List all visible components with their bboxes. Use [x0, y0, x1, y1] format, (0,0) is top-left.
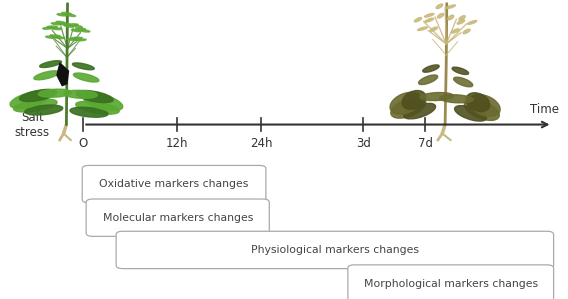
Ellipse shape	[45, 36, 56, 38]
Ellipse shape	[414, 18, 423, 22]
Ellipse shape	[60, 23, 70, 25]
Ellipse shape	[71, 29, 81, 32]
Ellipse shape	[426, 18, 432, 22]
Text: Salt
stress: Salt stress	[15, 111, 50, 138]
Ellipse shape	[38, 89, 72, 97]
Text: Physiological markers changes: Physiological markers changes	[251, 245, 419, 255]
Ellipse shape	[423, 65, 439, 72]
Ellipse shape	[43, 27, 53, 29]
Ellipse shape	[40, 61, 61, 68]
Ellipse shape	[76, 101, 119, 114]
Ellipse shape	[55, 36, 64, 39]
Ellipse shape	[34, 71, 59, 80]
Ellipse shape	[440, 95, 473, 103]
Ellipse shape	[56, 21, 65, 24]
Ellipse shape	[404, 103, 436, 119]
Ellipse shape	[48, 26, 57, 28]
Ellipse shape	[80, 30, 90, 32]
Ellipse shape	[52, 23, 61, 25]
Text: Morphological markers changes: Morphological markers changes	[364, 279, 538, 289]
Ellipse shape	[83, 94, 123, 111]
FancyBboxPatch shape	[82, 165, 266, 203]
Ellipse shape	[429, 27, 438, 31]
Ellipse shape	[64, 25, 73, 27]
Ellipse shape	[446, 16, 456, 19]
FancyBboxPatch shape	[348, 265, 554, 299]
Ellipse shape	[72, 37, 82, 39]
Ellipse shape	[76, 28, 85, 30]
Ellipse shape	[469, 94, 500, 116]
Text: 24h: 24h	[250, 137, 273, 150]
Ellipse shape	[10, 91, 49, 109]
Ellipse shape	[69, 24, 78, 26]
Ellipse shape	[70, 107, 108, 117]
Ellipse shape	[425, 13, 434, 17]
Text: Molecular markers changes: Molecular markers changes	[103, 213, 253, 223]
Ellipse shape	[469, 20, 475, 25]
Ellipse shape	[458, 16, 466, 20]
Ellipse shape	[435, 4, 444, 8]
Text: O: O	[79, 137, 88, 150]
Ellipse shape	[450, 29, 460, 33]
Ellipse shape	[452, 67, 469, 74]
Ellipse shape	[456, 20, 466, 24]
Ellipse shape	[447, 4, 454, 9]
Text: 3d: 3d	[356, 137, 370, 150]
Text: 7d: 7d	[418, 137, 433, 150]
Ellipse shape	[19, 89, 57, 101]
Ellipse shape	[52, 28, 62, 30]
Ellipse shape	[14, 99, 57, 112]
Ellipse shape	[454, 106, 486, 121]
Ellipse shape	[76, 91, 113, 103]
Ellipse shape	[67, 38, 77, 41]
Text: Time: Time	[529, 103, 558, 116]
Ellipse shape	[50, 35, 60, 37]
Ellipse shape	[57, 14, 67, 16]
FancyBboxPatch shape	[116, 231, 554, 269]
FancyBboxPatch shape	[86, 199, 269, 237]
Ellipse shape	[73, 63, 94, 70]
Ellipse shape	[466, 93, 490, 112]
Ellipse shape	[77, 39, 86, 41]
Ellipse shape	[464, 100, 499, 120]
Ellipse shape	[419, 75, 438, 85]
Ellipse shape	[420, 92, 453, 100]
Ellipse shape	[73, 73, 99, 82]
Ellipse shape	[391, 97, 426, 118]
Text: Oxidative markers changes: Oxidative markers changes	[99, 179, 249, 189]
Ellipse shape	[436, 14, 445, 18]
Text: 12h: 12h	[165, 137, 188, 150]
Ellipse shape	[25, 105, 63, 115]
Ellipse shape	[402, 91, 426, 109]
Ellipse shape	[73, 25, 83, 28]
Ellipse shape	[61, 13, 72, 14]
Polygon shape	[56, 62, 69, 86]
Ellipse shape	[454, 77, 473, 87]
Ellipse shape	[417, 27, 428, 30]
Ellipse shape	[66, 14, 76, 16]
Ellipse shape	[390, 92, 421, 114]
Ellipse shape	[462, 30, 471, 33]
Ellipse shape	[64, 90, 97, 98]
